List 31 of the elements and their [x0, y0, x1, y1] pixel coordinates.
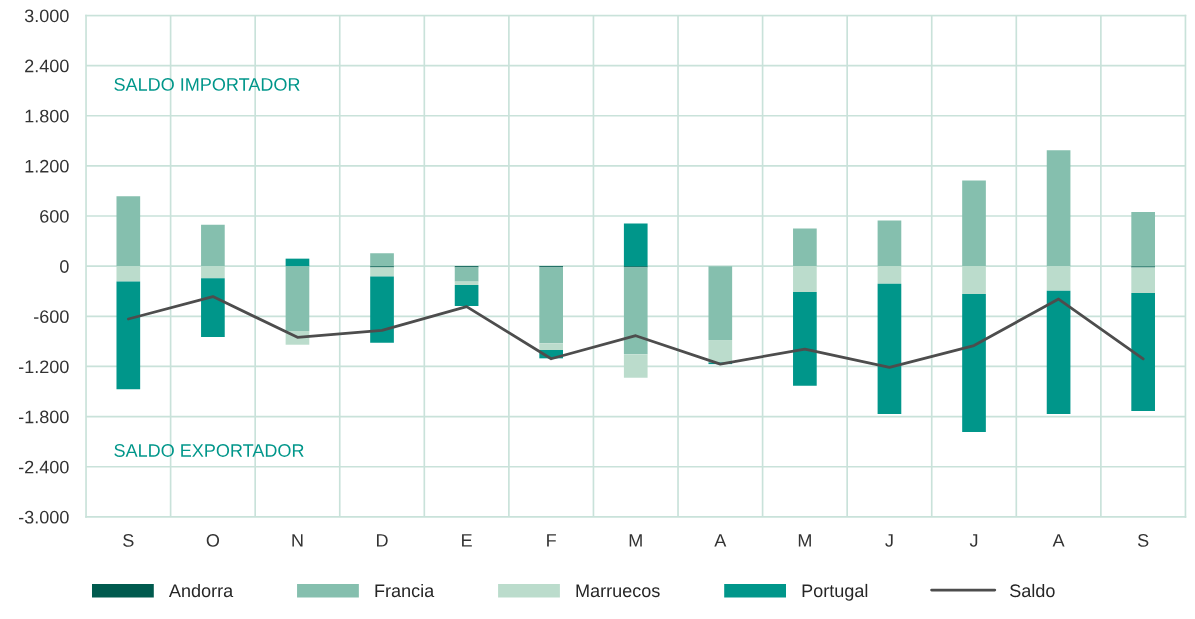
x-tick-label: A: [1052, 534, 1065, 547]
x-tick-label: S: [123, 534, 134, 547]
x-tick-label: D: [376, 534, 388, 547]
x-tick-label: J: [969, 534, 978, 547]
x-tick-label: A: [714, 534, 727, 547]
x-tick-label: N: [292, 534, 303, 547]
y-tick-label: -3.000: [18, 510, 69, 524]
y-tick-label: 0: [60, 260, 69, 273]
x-tick-label: S: [1137, 534, 1149, 547]
legend-label: Marruecos: [576, 584, 660, 598]
x-tick-label: J: [885, 534, 893, 547]
y-tick-label: -1.200: [18, 360, 69, 374]
legend-label: Francia: [375, 583, 435, 598]
x-tick-label: E: [462, 534, 472, 547]
y-tick-label: 3.000: [24, 9, 69, 23]
y-tick-label: 1.200: [25, 159, 69, 173]
legend-label: Saldo: [1010, 583, 1055, 598]
y-tick-label: -2.400: [18, 460, 69, 474]
y-tick-label: -1.800: [18, 410, 69, 424]
x-tick-label: M: [629, 534, 642, 547]
annotation: SALDO IMPORTADOR: [114, 78, 300, 91]
y-tick-label: -600: [34, 310, 69, 324]
legend-label: Andorra: [168, 583, 234, 598]
x-tick-label: O: [206, 534, 220, 547]
y-tick-label: 2.400: [25, 59, 69, 73]
annotation: SALDO EXPORTADOR: [114, 444, 304, 457]
y-tick-label: 600: [40, 209, 69, 223]
x-tick-label: F: [547, 534, 556, 547]
y-tick-label: 1.800: [25, 109, 69, 123]
x-tick-label: M: [798, 534, 811, 547]
legend-label: Portugal: [802, 583, 868, 601]
